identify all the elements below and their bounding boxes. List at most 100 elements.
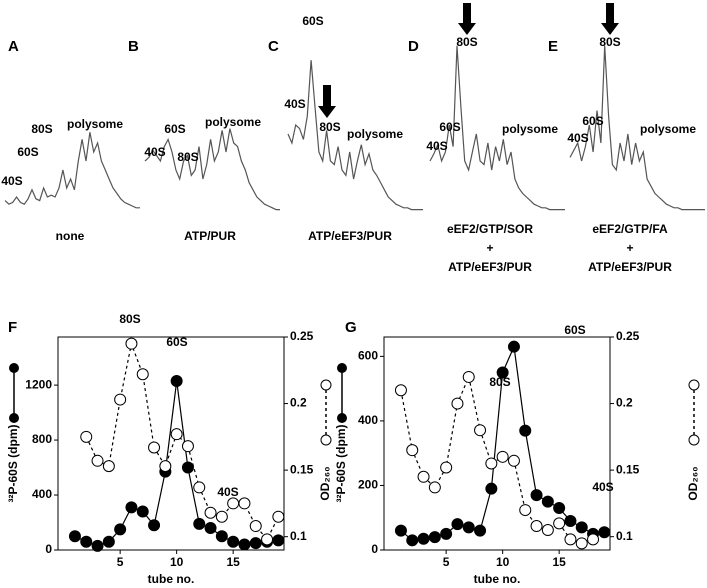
trace	[144, 128, 280, 211]
peak-label: 40S	[144, 145, 165, 159]
caption: eEF2/GTP/FA	[592, 222, 668, 236]
data-point	[417, 470, 430, 483]
data-point	[238, 538, 251, 551]
arrow	[601, 3, 619, 35]
peak-label: 60S	[17, 145, 38, 159]
data-point	[102, 460, 115, 473]
y2-tick-label: 0.15	[616, 462, 640, 476]
peak-label: polysome	[640, 122, 696, 136]
peak-label: 80S	[177, 150, 198, 164]
trace	[287, 60, 423, 211]
y-tick-label: 400	[358, 413, 378, 427]
data-point	[238, 497, 251, 510]
y2-tick-label: 0.1	[616, 529, 633, 543]
data-point	[519, 504, 532, 517]
peak-label: polysome	[347, 127, 403, 141]
data-point	[451, 397, 464, 410]
x-axis-label: tube no.	[474, 572, 521, 586]
data-point	[204, 506, 217, 519]
peak-label: 80S	[319, 120, 340, 134]
data-point	[462, 521, 475, 534]
peak-label: 60S	[439, 120, 460, 134]
y-tick-label: 400	[32, 487, 52, 501]
data-point	[440, 527, 453, 540]
data-point	[451, 518, 464, 531]
peak-label: 40S	[1, 174, 22, 188]
data-point	[181, 461, 194, 474]
data-point	[428, 531, 441, 544]
data-point	[68, 530, 81, 543]
y-tick-label: 800	[32, 432, 52, 446]
x-tick-label: 5	[117, 555, 124, 569]
data-point	[102, 535, 115, 548]
y2-tick-label: 0.2	[290, 396, 307, 410]
data-point	[114, 523, 127, 536]
trace	[429, 45, 565, 211]
data-point	[406, 534, 419, 547]
key-dot	[9, 363, 19, 373]
data-point	[553, 517, 566, 530]
data-point	[125, 337, 138, 350]
data-point	[440, 461, 453, 474]
y-tick-label: 200	[358, 478, 378, 492]
peak-label: 40S	[217, 485, 238, 499]
key-dot	[337, 363, 347, 373]
peak-label: polysome	[502, 122, 558, 136]
data-point	[575, 521, 588, 534]
peak-label: 60S	[166, 335, 187, 349]
data-point	[215, 510, 228, 523]
x-tick-label: 15	[226, 555, 240, 569]
data-point	[507, 340, 520, 353]
data-point	[136, 368, 149, 381]
series-line	[400, 374, 594, 544]
data-point	[272, 534, 285, 547]
caption: ATP/eEF3/PUR	[448, 260, 532, 274]
y-tick-label: 0	[371, 542, 378, 556]
peak-label: 80S	[456, 35, 477, 49]
data-point	[428, 481, 441, 494]
peak-label: 60S	[164, 122, 185, 136]
data-point	[91, 454, 104, 467]
panel-letter: D	[408, 38, 419, 55]
data-point	[485, 457, 498, 470]
data-point	[474, 424, 487, 437]
data-point	[227, 535, 240, 548]
data-point	[159, 460, 172, 473]
data-point	[394, 524, 407, 537]
data-point	[170, 374, 183, 387]
data-point	[91, 539, 104, 552]
key-dot	[688, 379, 700, 391]
y-tick-label: 0	[45, 542, 52, 556]
peak-label: 80S	[599, 35, 620, 49]
series-line	[85, 341, 279, 541]
x-tick-label: 10	[170, 555, 184, 569]
data-point	[406, 444, 419, 457]
data-point	[114, 393, 127, 406]
data-point	[541, 524, 554, 537]
key-dot	[320, 379, 332, 391]
trace	[569, 45, 705, 211]
key-dot	[688, 434, 700, 446]
data-point	[148, 441, 161, 454]
caption: ATP/eEF3/PUR	[588, 260, 672, 274]
data-point	[530, 489, 543, 502]
data-point	[394, 384, 407, 397]
peak-label: 80S	[119, 312, 140, 326]
panel-letter: E	[548, 38, 558, 55]
caption: +	[486, 241, 493, 255]
key-dot	[320, 434, 332, 446]
x-tick-label: 5	[443, 555, 450, 569]
y2-tick-label: 0.25	[616, 329, 640, 343]
data-point	[215, 530, 228, 543]
peak-label: 60S	[302, 14, 323, 28]
caption: +	[626, 241, 633, 255]
y2-tick-label: 0.15	[290, 462, 314, 476]
peak-label: polysome	[205, 115, 261, 129]
panel-letter: A	[8, 38, 19, 55]
y2-tick-label: 0.25	[290, 329, 314, 343]
data-point	[564, 533, 577, 546]
y2-tick-label: 0.1	[290, 529, 307, 543]
data-point	[193, 517, 206, 530]
y2-axis-label: OD₂₆₀	[318, 466, 332, 500]
